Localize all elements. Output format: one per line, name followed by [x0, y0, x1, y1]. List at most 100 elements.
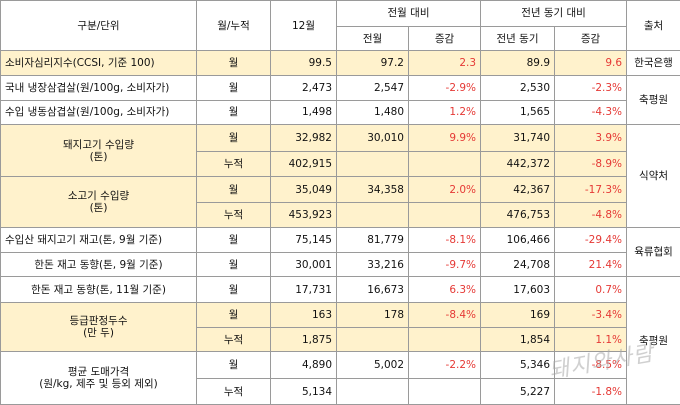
table-row: 돼지고기 수입량 (톤) 월 32,982 30,010 9.9% 31,740… — [0, 124, 680, 229]
value-yoy-change: -8.9% — [554, 151, 628, 177]
value-mom-change: 9.9% — [407, 124, 482, 153]
table-row: 누적 402,915 442,372 -8.9% — [1, 151, 680, 177]
row-period: 월 — [196, 276, 271, 304]
row-label: 한돈 재고 동향(톤, 9월 기준) — [0, 251, 197, 278]
source-cell: 식약처 — [626, 124, 680, 229]
value-current: 402,915 — [270, 151, 337, 177]
value-mom-change: -2.2% — [407, 351, 482, 380]
table-row: 소고기 수입량 (톤) 월 35,049 34,358 2.0% 42,367 … — [0, 175, 680, 229]
row-period: 누적 — [196, 326, 271, 353]
row-label-line1: 돼지고기 수입량 — [63, 138, 134, 151]
value-prev-year: 1,565 — [480, 99, 556, 126]
table-row: 국내 냉장삼겹살(원/100g, 소비자가) 월 2,473 2,547 -2.… — [0, 74, 680, 126]
row-label-line2: (톤) — [89, 150, 108, 163]
value-yoy-change: 21.4% — [554, 251, 628, 278]
empty-cell — [336, 151, 409, 177]
value-prev-month: 178 — [336, 302, 409, 328]
table-row: 한돈 재고 동향(톤, 11월 기준) 월 17,731 16,673 6.3%… — [0, 276, 680, 405]
value-current: 453,923 — [270, 202, 337, 229]
value-current: 1,498 — [270, 99, 337, 126]
table-row: 소비자심리지수(CCSI, 기준 100) 월 99.5 97.2 2.3 89… — [0, 50, 680, 76]
header-period: 월/누적 — [196, 0, 271, 52]
empty-cell — [336, 326, 409, 353]
table-row: 누적 1,875 1,854 1.1% — [1, 326, 680, 353]
row-label: 돼지고기 수입량 (톤) — [0, 124, 197, 177]
row-period: 월 — [196, 50, 271, 76]
table-row: 누적 453,923 476,753 -4.8% — [1, 202, 680, 229]
value-prev-year: 1,854 — [480, 326, 556, 353]
value-mom-change: -2.9% — [407, 75, 482, 101]
value-prev-year: 17,603 — [480, 276, 556, 304]
value-mom-change: 6.3% — [407, 276, 482, 304]
row-label: 수입 냉동삼겹살(원/100g, 소비자가) — [0, 99, 197, 126]
value-current: 99.5 — [270, 50, 337, 76]
value-yoy-change: 1.1% — [554, 326, 628, 353]
row-label-line2: (원/kg, 제주 및 등외 제외) — [39, 378, 158, 391]
row-label-line2: (만 두) — [83, 327, 114, 340]
value-prev-year: 89.9 — [480, 50, 556, 76]
value-current: 35,049 — [270, 175, 337, 204]
value-mom-change: 2.0% — [407, 175, 482, 204]
value-prev-month: 1,480 — [336, 99, 409, 126]
empty-cell — [407, 202, 482, 229]
row-period: 월 — [196, 251, 271, 278]
row-label: 등급판정두수 (만 두) — [0, 302, 197, 353]
header-month: 12월 — [270, 0, 337, 52]
value-current: 1,875 — [270, 326, 337, 353]
value-current: 2,473 — [270, 75, 337, 101]
value-prev-year: 31,740 — [480, 124, 556, 153]
value-prev-month: 81,779 — [336, 227, 409, 253]
value-yoy-change: -4.8% — [554, 202, 628, 229]
row-period: 월 — [196, 75, 271, 101]
header-mom: 전월 대비 — [335, 0, 482, 27]
empty-cell — [336, 378, 409, 405]
value-yoy-change: -2.3% — [554, 75, 628, 101]
value-prev-year: 42,367 — [480, 175, 556, 204]
source-cell: 육류협회 — [626, 227, 680, 278]
value-yoy-change: -8.5% — [554, 351, 628, 380]
row-label: 수입산 돼지고기 재고(톤, 9월 기준) — [0, 227, 197, 253]
row-label-line1: 등급판정두수 — [69, 315, 128, 328]
empty-cell — [407, 326, 482, 353]
table-row: 한돈 재고 동향(톤, 9월 기준) 월 30,001 33,216 -9.7%… — [0, 251, 680, 278]
value-yoy-change: -4.3% — [554, 99, 628, 126]
source-cell: 축평원 — [626, 276, 680, 405]
value-prev-year: 24,708 — [480, 251, 556, 278]
value-current: 4,890 — [270, 351, 337, 380]
value-mom-change: -8.4% — [407, 302, 482, 328]
row-period: 월 — [196, 351, 271, 380]
value-prev-month: 5,002 — [336, 351, 409, 380]
value-prev-month: 2,547 — [336, 75, 409, 101]
source-cell: 축평원 — [626, 74, 680, 126]
value-mom-change: 1.2% — [407, 99, 482, 126]
header-yoy: 전년 동기 대비 — [480, 0, 628, 27]
value-mom-change: 2.3 — [407, 50, 482, 76]
value-mom-change: -9.7% — [407, 251, 482, 278]
value-yoy-change: -1.8% — [554, 378, 628, 405]
row-period: 월 — [196, 302, 271, 328]
table-row: 수입 냉동삼겹살(원/100g, 소비자가) 월 1,498 1,480 1.2… — [0, 99, 680, 126]
empty-cell — [407, 378, 482, 405]
empty-cell — [336, 202, 409, 229]
row-label: 평균 도매가격 (원/kg, 제주 및 등외 제외) — [0, 351, 197, 405]
header-prev-year: 전년 동기 — [480, 25, 556, 52]
value-yoy-change: -3.4% — [554, 302, 628, 328]
header-category: 구분/단위 — [0, 0, 197, 52]
value-mom-change: -8.1% — [407, 227, 482, 253]
value-prev-year: 442,372 — [480, 151, 556, 177]
row-label-line1: 소고기 수입량 — [67, 189, 130, 202]
value-yoy-change: -17.3% — [554, 175, 628, 204]
value-prev-month: 16,673 — [336, 276, 409, 304]
value-current: 75,145 — [270, 227, 337, 253]
row-period: 누적 — [196, 151, 271, 177]
value-prev-year: 2,530 — [480, 75, 556, 101]
value-current: 32,982 — [270, 124, 337, 153]
row-period: 월 — [196, 175, 271, 204]
header-row-1: 구분/단위 월/누적 12월 전월 대비 전년 동기 대비 출처 — [0, 0, 680, 52]
value-prev-year: 169 — [480, 302, 556, 328]
row-label: 한돈 재고 동향(톤, 11월 기준) — [0, 276, 197, 304]
value-current: 163 — [270, 302, 337, 328]
header-yoy-change: 증감 — [554, 25, 628, 52]
row-period: 월 — [196, 99, 271, 126]
value-prev-month: 97.2 — [336, 50, 409, 76]
